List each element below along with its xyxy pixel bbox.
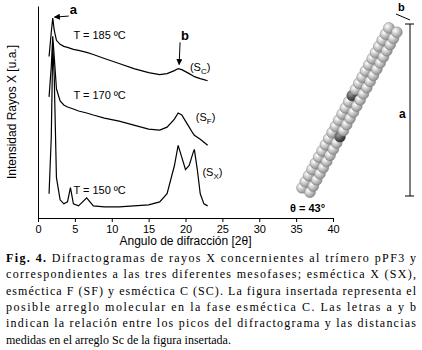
x-tick-label: 20 (180, 223, 192, 235)
inset-length-label: a (399, 107, 406, 121)
phase-label: (SF) (196, 111, 216, 126)
curves (49, 18, 208, 207)
phase-label: (SC) (190, 61, 210, 76)
x-tick: 20 (180, 218, 192, 235)
figure: 0 5 10 15 20 25 30 35 40 T = 185 ºC T = 170 ºC T = … (0, 0, 422, 350)
series-label: T = 185 ºC (73, 29, 125, 41)
x-tick: 5 (72, 218, 78, 235)
annotation-arrow (179, 42, 181, 64)
annotation-suffix: ) (212, 111, 216, 123)
y-axis (38, 7, 39, 219)
x-tick: 35 (291, 218, 303, 235)
y-axis-title: Intensidad Rayos X [u.a.] (5, 45, 19, 179)
caption-line: posible arreglo molecular en la fase esm… (6, 300, 416, 314)
caption-text: correspondientes a las tres diferentes m… (6, 267, 416, 281)
x-tick: 0 (35, 218, 41, 235)
molecule-atom (391, 27, 402, 38)
x-tick-mark (75, 218, 76, 222)
caption-line: Fig. 4. Difractogramas de rayos X concer… (6, 251, 416, 265)
x-tick-label: 15 (143, 223, 155, 235)
caption-label: Fig. 4. (6, 251, 46, 265)
x-tick-mark (186, 218, 187, 222)
caption-text: posible arreglo molecular en la fase esm… (6, 300, 416, 314)
x-axis-line (39, 219, 334, 223)
length-bar (410, 24, 411, 196)
x-tick-mark (149, 218, 150, 222)
inset: a b θ = 43° (290, 1, 414, 214)
x-tick-label: 25 (217, 223, 229, 235)
caption-text: medidas en el arreglo Sc de la figura in… (6, 333, 231, 347)
annotation-suffix: ) (219, 166, 223, 178)
inset-angle-label: θ = 43° (290, 202, 325, 214)
x-tick: 30 (254, 218, 266, 235)
width-bar (396, 14, 410, 20)
diffractogram-line (49, 46, 208, 207)
annotation-arrow (54, 16, 68, 17)
caption-text: esméctica F (SF) y esméctica C (SC). La … (6, 284, 417, 298)
peak-letter: b (181, 28, 189, 43)
annotation-text: a (70, 2, 78, 17)
caption-text: Difractogramas de rayos X concernientes … (47, 251, 416, 265)
series-label: T = 170 ºC (73, 89, 125, 101)
inset-width-label: b (398, 1, 405, 13)
length-bar-end (405, 24, 414, 25)
phase-label: (SX) (202, 166, 222, 181)
x-axis: 0 5 10 15 20 25 30 35 40 (35, 218, 339, 235)
x-tick-mark (296, 218, 297, 222)
series-label: T = 150 ºC (73, 184, 125, 196)
caption-line: esméctica F (SF) y esméctica C (SC). La … (6, 284, 417, 298)
x-tick-label: 5 (72, 223, 78, 235)
caption-line: correspondientes a las tres diferentes m… (6, 267, 416, 281)
x-tick-mark (333, 218, 334, 222)
y-axis-line (38, 7, 39, 219)
x-tick: 40 (327, 218, 339, 235)
x-tick-label: 0 (35, 223, 41, 235)
annotation-text: (S (190, 61, 201, 73)
x-axis-title: Angulo de difracción [2θ] (119, 234, 251, 248)
diffractogram-line (49, 18, 208, 81)
peak-letter: a (70, 2, 78, 17)
caption-text: indican la relación entre los picos del … (6, 316, 416, 330)
length-bar-end (405, 196, 414, 197)
x-tick-label: 10 (106, 223, 118, 235)
annotation-text: b (181, 28, 189, 43)
plot: 0 5 10 15 20 25 30 35 40 T = 185 ºC T = 170 ºC T = … (35, 2, 339, 235)
x-tick-label: 35 (291, 223, 303, 235)
x-tick-mark (259, 218, 260, 222)
x-tick-mark (38, 218, 39, 222)
x-tick-mark (112, 218, 113, 222)
x-tick: 15 (143, 218, 155, 235)
annotation-suffix: ) (207, 61, 211, 73)
annotation-text: (S (196, 111, 207, 123)
caption-line: indican la relación entre los picos del … (6, 316, 416, 330)
x-tick: 10 (106, 218, 118, 235)
caption-line: medidas en el arreglo Sc de la figura in… (6, 333, 231, 347)
annotation-text: (S (202, 166, 213, 178)
x-tick: 25 (217, 218, 229, 235)
x-tick-label: 30 (254, 223, 266, 235)
diffractogram-line (49, 36, 208, 145)
x-tick-mark (222, 218, 223, 222)
x-tick-label: 40 (327, 223, 339, 235)
